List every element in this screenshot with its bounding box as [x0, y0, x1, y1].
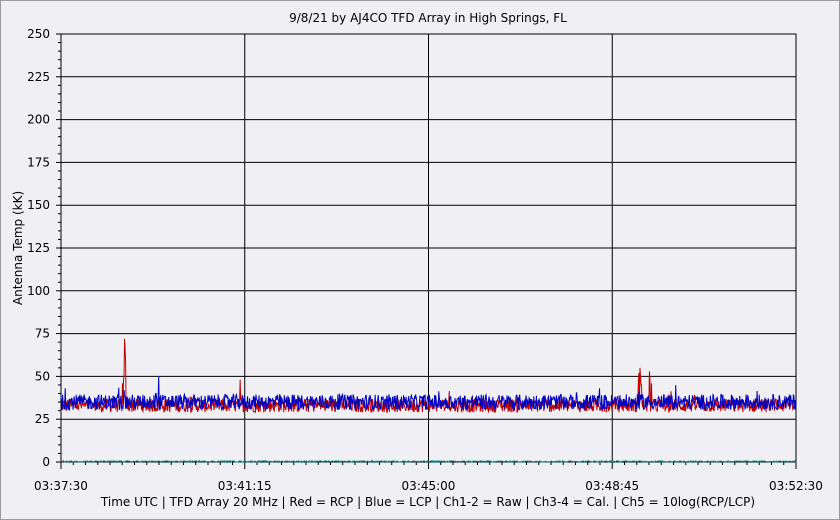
y-tick-label: 0: [42, 455, 50, 469]
series-group: [60, 338, 797, 464]
series-line-ch5: [60, 459, 797, 464]
x-tick-label: 03:52:30: [769, 479, 823, 493]
y-tick-label: 200: [27, 113, 50, 127]
y-axis: 0 25 50 75 100 125 150 175 200 225 250: [27, 27, 61, 469]
chart-footer: Time UTC | TFD Array 20 MHz | Red = RCP …: [100, 495, 755, 509]
y-tick-label: 25: [35, 412, 50, 426]
y-tick-label: 50: [35, 369, 50, 383]
y-tick-label: 75: [35, 327, 50, 341]
y-tick-label: 150: [27, 198, 50, 212]
x-tick-label: 03:41:15: [218, 479, 272, 493]
y-tick-label: 125: [27, 241, 50, 255]
y-tick-label: 100: [27, 284, 50, 298]
y-axis-title: Antenna Temp (kK): [11, 191, 25, 305]
x-tick-label: 03:37:30: [34, 479, 88, 493]
y-tick-label: 175: [27, 155, 50, 169]
grid-lines: [61, 34, 796, 462]
x-tick-label: 03:48:45: [585, 479, 639, 493]
y-tick-label: 250: [27, 27, 50, 41]
x-tick-label: 03:45:00: [402, 479, 456, 493]
y-tick-label: 225: [27, 70, 50, 84]
x-axis: 03:37:30 03:41:15 03:45:00 03:48:45 03:52:30: [34, 462, 823, 493]
series-line-lcp: [60, 376, 797, 412]
chart-title: 9/8/21 by AJ4CO TFD Array in High Spring…: [289, 11, 567, 25]
